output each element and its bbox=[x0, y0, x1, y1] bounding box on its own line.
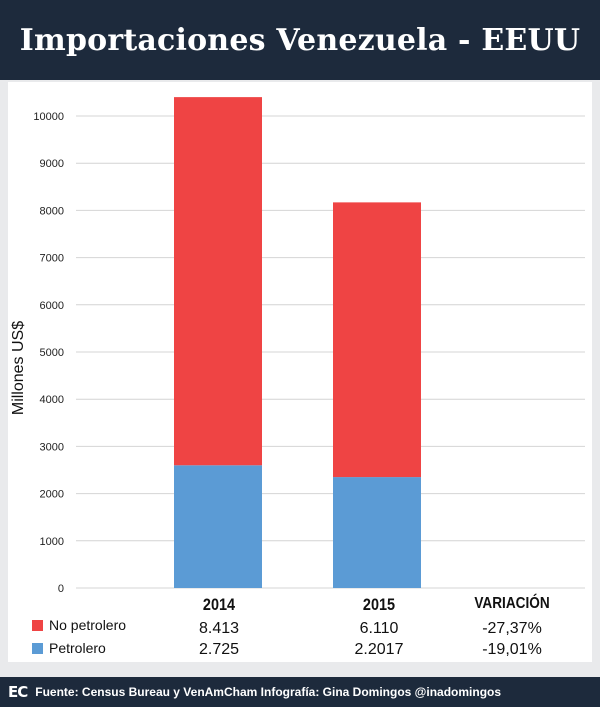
header-bar: Importaciones Venezuela - EEUU bbox=[0, 0, 600, 80]
legend-label-petrolero: Petrolero bbox=[49, 640, 106, 656]
footer-bar: EC Fuente: Census Bureau y VenAmCham Inf… bbox=[0, 677, 600, 707]
y-tick-label-9000: 9000 bbox=[40, 158, 64, 170]
y-tick-label-0: 0 bbox=[58, 583, 64, 595]
ec-logo: EC bbox=[8, 683, 28, 701]
y-tick-label-4000: 4000 bbox=[40, 394, 64, 406]
table-year-2015: 2015 bbox=[362, 595, 396, 614]
bar-petrolero-2015 bbox=[333, 477, 421, 588]
y-tick-label-6000: 6000 bbox=[40, 300, 64, 312]
value-no-petrolero-2015: 6.110 bbox=[359, 620, 399, 637]
y-tick-label-5000: 5000 bbox=[40, 347, 64, 359]
table-year-2014: 2014 bbox=[202, 595, 236, 614]
y-tick-label-7000: 7000 bbox=[40, 253, 64, 265]
y-tick-label-10000: 10000 bbox=[33, 111, 64, 123]
value-no-petrolero-2014: 8.413 bbox=[198, 620, 240, 637]
legend-swatch-no-petrolero bbox=[32, 619, 43, 631]
legend-no-petrolero: No petrolero bbox=[32, 617, 126, 633]
y-tick-label-2000: 2000 bbox=[40, 489, 64, 501]
value-petrolero-2014: 2.725 bbox=[198, 641, 240, 658]
y-tick-label-8000: 8000 bbox=[40, 205, 64, 217]
legend-label-no-petrolero: No petrolero bbox=[49, 617, 127, 633]
variation-no-petrolero: -27,37% bbox=[482, 620, 542, 637]
table-variation-header: VARIACIÓN bbox=[474, 595, 550, 612]
footer-source: Fuente: Census Bureau y VenAmCham Infogr… bbox=[35, 685, 502, 699]
chart-panel bbox=[8, 82, 592, 662]
y-tick-label-3000: 3000 bbox=[40, 441, 64, 453]
value-petrolero-2015: 2.2017 bbox=[354, 641, 404, 658]
bar-no-petrolero-2015 bbox=[333, 202, 421, 478]
page-title: Importaciones Venezuela - EEUU bbox=[19, 22, 581, 58]
bar-no-petrolero-2014 bbox=[174, 97, 262, 466]
y-tick-label-1000: 1000 bbox=[40, 536, 64, 548]
variation-petrolero: -19,01% bbox=[482, 641, 542, 658]
bar-petrolero-2014 bbox=[174, 465, 262, 588]
y-axis-label: Millones US$ bbox=[10, 320, 27, 416]
legend-petrolero: Petrolero bbox=[32, 640, 106, 656]
legend-swatch-petrolero bbox=[32, 642, 43, 654]
